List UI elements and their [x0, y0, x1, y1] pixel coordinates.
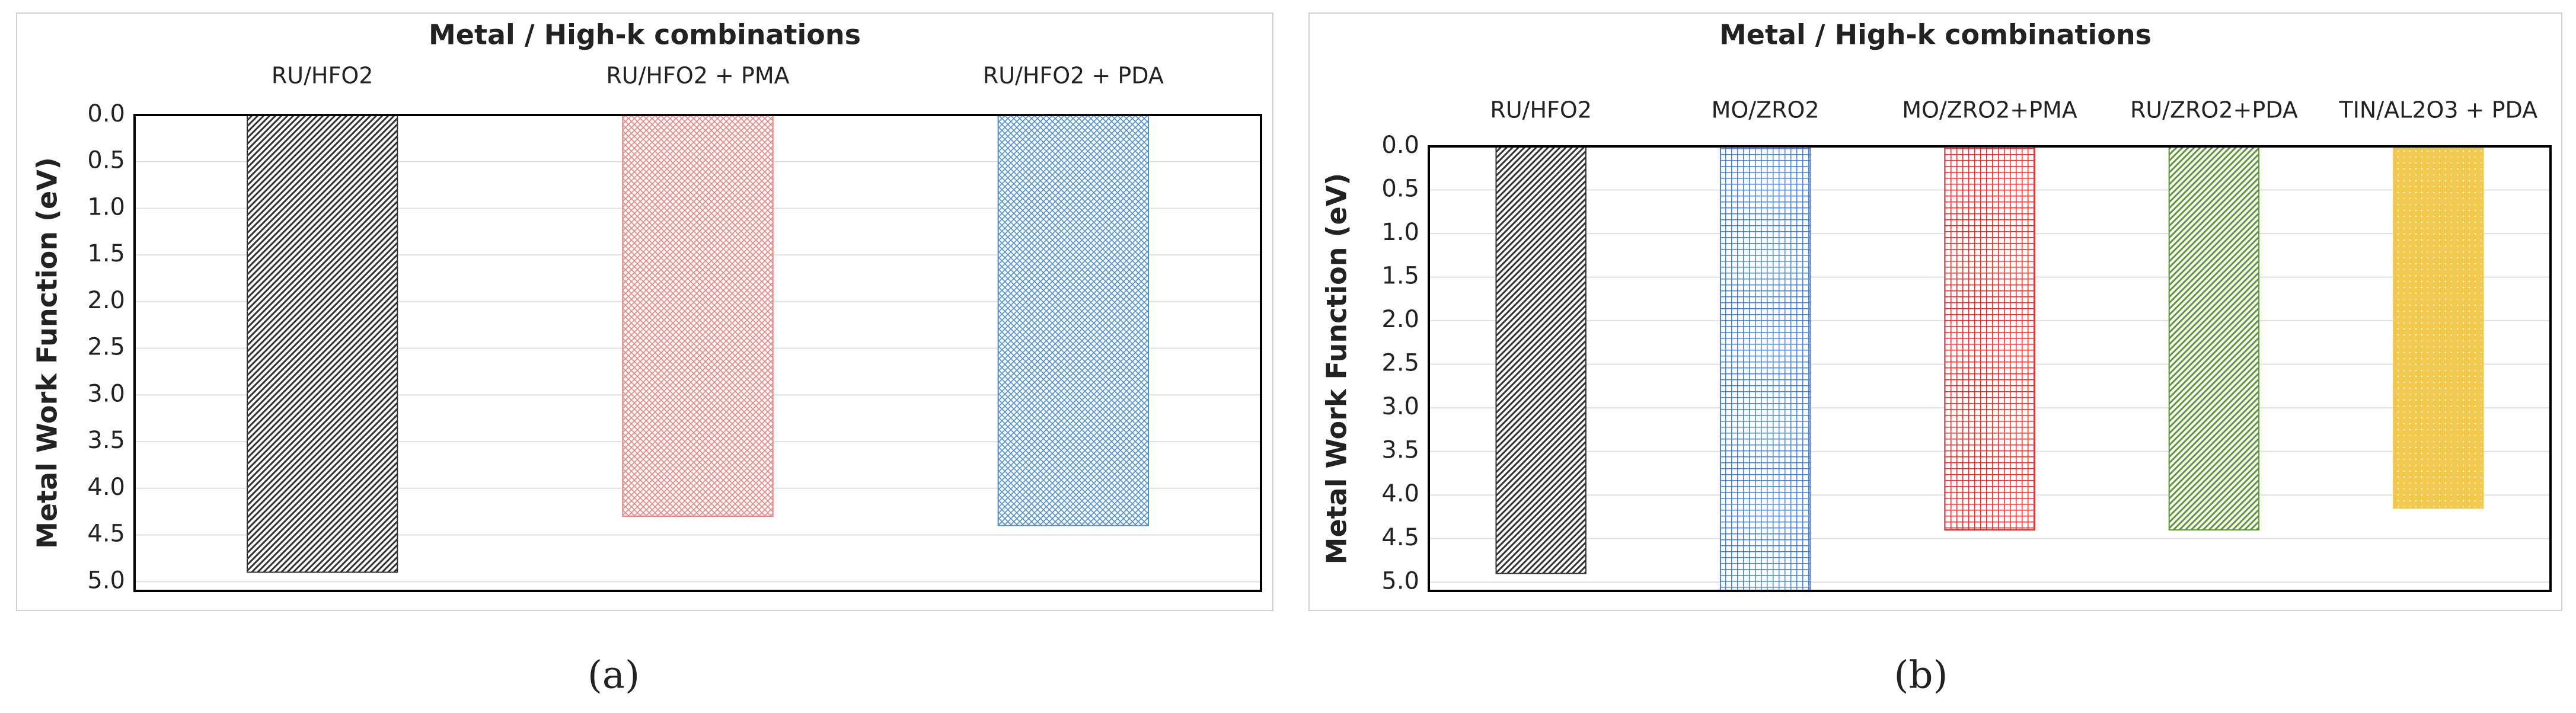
- y-axis-label: Metal Work Function (eV): [31, 157, 63, 549]
- category-label: TIN/AL2O3 + PDA: [2339, 97, 2538, 123]
- bar: [2393, 146, 2484, 509]
- bar: [1944, 146, 2035, 531]
- plot-border: [133, 114, 1262, 592]
- caption: (b): [1894, 654, 1948, 698]
- y-tick-label: 2.0: [1381, 306, 1419, 333]
- chart-title: Metal / High-k combinations: [429, 19, 861, 51]
- y-tick-label: 4.5: [87, 520, 125, 548]
- chart-frame: [1308, 12, 2562, 611]
- y-tick-label: 2.5: [87, 334, 125, 361]
- category-label: RU/HFO2: [272, 63, 374, 89]
- y-tick-label: 0.0: [1381, 132, 1419, 159]
- y-tick-label: 0.5: [1381, 175, 1419, 203]
- category-label: RU/HFO2: [1490, 97, 1592, 123]
- chart-title: Metal / High-k combinations: [1719, 19, 2152, 51]
- y-tick-label: 1.0: [87, 193, 125, 220]
- bar: [247, 114, 398, 573]
- y-tick-label: 3.0: [1381, 393, 1419, 420]
- y-tick-label: 1.0: [1381, 219, 1419, 246]
- y-axis-label: Metal Work Function (eV): [1321, 173, 1353, 565]
- y-tick-label: 0.5: [87, 147, 125, 174]
- category-label: MO/ZRO2+PMA: [1902, 97, 2077, 123]
- y-tick-label: 4.5: [1381, 524, 1419, 551]
- y-tick-label: 4.0: [87, 474, 125, 501]
- bar: [2168, 146, 2260, 531]
- category-label: MO/ZRO2: [1712, 97, 1820, 123]
- bar: [1719, 146, 1811, 591]
- bar: [997, 114, 1149, 526]
- category-label: RU/HFO2 + PDA: [983, 63, 1164, 89]
- y-tick-label: 1.5: [87, 240, 125, 267]
- category-label: RU/ZRO2+PDA: [2130, 97, 2298, 123]
- y-tick-label: 1.5: [1381, 263, 1419, 290]
- caption: (a): [588, 654, 640, 698]
- bar: [622, 114, 774, 517]
- category-label: RU/HFO2 + PMA: [606, 63, 789, 89]
- y-tick-label: 3.0: [87, 380, 125, 407]
- chart-frame: [16, 12, 1273, 611]
- y-tick-label: 2.5: [1381, 350, 1419, 377]
- y-tick-label: 5.0: [1381, 567, 1419, 594]
- y-tick-label: 3.5: [87, 427, 125, 454]
- plot-border: [1428, 145, 2552, 592]
- y-tick-label: 5.0: [87, 567, 125, 594]
- bar: [1495, 146, 1587, 574]
- y-tick-label: 2.0: [87, 287, 125, 314]
- y-tick-label: 0.0: [87, 100, 125, 127]
- y-tick-label: 3.5: [1381, 437, 1419, 464]
- y-tick-label: 4.0: [1381, 480, 1419, 507]
